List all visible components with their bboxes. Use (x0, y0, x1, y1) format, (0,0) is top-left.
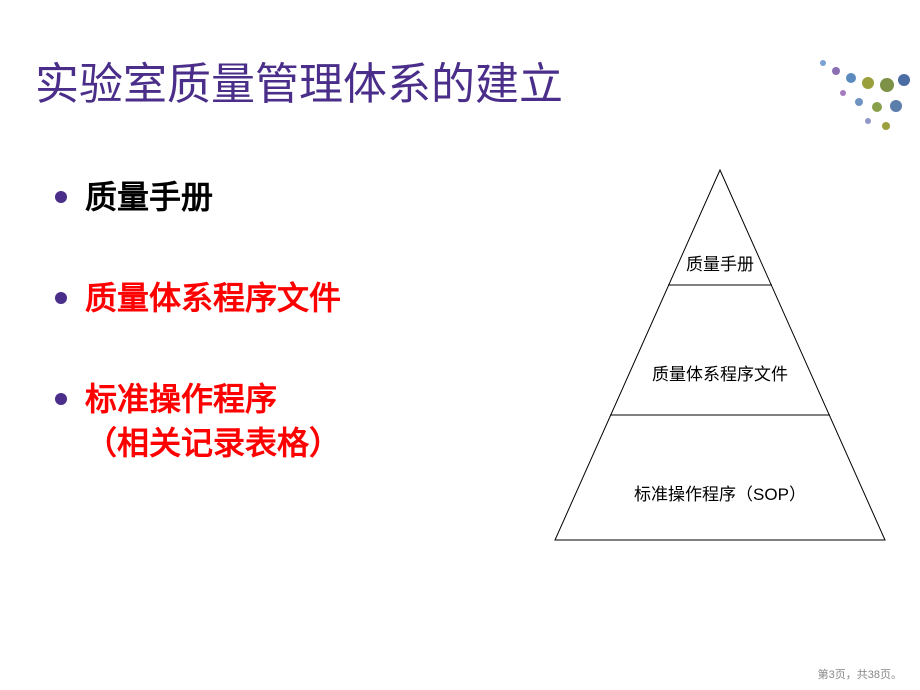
bullet-list: 质量手册质量体系程序文件标准操作程序（相关记录表格） (55, 175, 341, 522)
page-footer: 第3页，共38页。 (818, 666, 902, 682)
bullet-item: 质量手册 (55, 175, 341, 220)
pyramid-level-label: 质量体系程序文件 (550, 360, 890, 385)
slide-title: 实验室质量管理体系的建立 (35, 48, 563, 112)
bullet-text: 质量体系程序文件 (85, 276, 341, 321)
pyramid-level-label: 标准操作程序（SOP） (550, 480, 890, 505)
decoration-dot (820, 60, 826, 66)
corner-decoration (810, 50, 910, 130)
bullet-marker-icon (55, 393, 67, 405)
bullet-marker-icon (55, 191, 67, 203)
decoration-dot (840, 90, 846, 96)
decoration-dot (862, 77, 874, 89)
pyramid-diagram: 质量手册质量体系程序文件标准操作程序（SOP） (550, 160, 890, 560)
bullet-item: 标准操作程序（相关记录表格） (55, 377, 341, 467)
bullet-item: 质量体系程序文件 (55, 276, 341, 321)
decoration-dot (872, 102, 882, 112)
bullet-text: 质量手册 (85, 175, 213, 220)
decoration-dot (855, 98, 863, 106)
decoration-dot (880, 78, 894, 92)
decoration-dot (890, 100, 902, 112)
decoration-dot (832, 67, 840, 75)
decoration-dot (898, 74, 910, 86)
pyramid-level-label: 质量手册 (550, 250, 890, 275)
decoration-dot (865, 118, 871, 124)
decoration-dot (846, 73, 856, 83)
bullet-marker-icon (55, 292, 67, 304)
bullet-text: 标准操作程序（相关记录表格） (85, 377, 341, 467)
decoration-dot (882, 122, 890, 130)
